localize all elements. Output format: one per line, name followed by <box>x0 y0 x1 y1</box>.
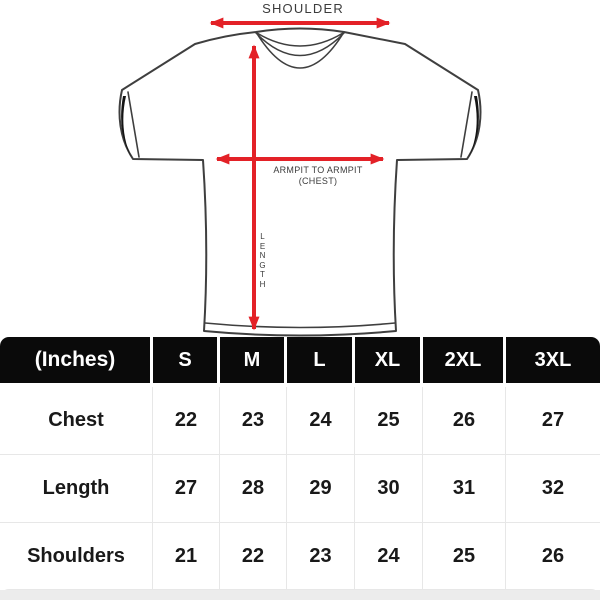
chest-value-s: 22 <box>153 387 220 455</box>
table-header-size-2xl: 2XL <box>423 337 506 387</box>
length-value-m: 28 <box>220 455 287 523</box>
tshirt-diagram-svg <box>118 17 482 337</box>
hem-line <box>204 322 396 329</box>
table-header-size-l: L <box>287 337 355 387</box>
size-table: (Inches) S M L XL 2XL 3XL Chest 22 23 24… <box>0 337 600 590</box>
armpit-to-armpit-label: ARMPIT TO ARMPIT <box>273 165 363 175</box>
length-value-s: 27 <box>153 455 220 523</box>
chest-sub-label: (CHEST) <box>298 176 338 186</box>
tshirt-measurement-diagram: SHOULDER ARMPIT TO ARMPIT (CHEST) LENGTH <box>118 1 482 337</box>
table-header-size-xl: XL <box>355 337 423 387</box>
row-label-chest: Chest <box>0 387 153 455</box>
shoulder-measure-label: SHOULDER <box>262 1 344 16</box>
table-header-unit: (Inches) <box>0 337 153 387</box>
length-value-l: 29 <box>287 455 355 523</box>
shoulders-value-m: 22 <box>220 523 287 590</box>
collar-arcs <box>255 31 345 69</box>
bottom-margin-strip <box>0 590 600 600</box>
length-value-3xl: 32 <box>506 455 600 523</box>
shoulders-value-s: 21 <box>153 523 220 590</box>
shoulders-value-l: 23 <box>287 523 355 590</box>
shoulders-value-2xl: 25 <box>423 523 506 590</box>
chest-value-2xl: 26 <box>423 387 506 455</box>
chest-value-xl: 25 <box>355 387 423 455</box>
right-sleeve-shadow <box>468 96 479 158</box>
chest-value-3xl: 27 <box>506 387 600 455</box>
length-value-2xl: 31 <box>423 455 506 523</box>
table-header-size-3xl: 3XL <box>506 337 600 387</box>
row-label-length: Length <box>0 455 153 523</box>
cuff-lines <box>127 91 473 158</box>
table-header-size-m: M <box>220 337 287 387</box>
chest-value-m: 23 <box>220 387 287 455</box>
row-label-shoulders: Shoulders <box>0 523 153 590</box>
chest-value-l: 24 <box>287 387 355 455</box>
length-value-xl: 30 <box>355 455 423 523</box>
length-measure-label: LENGTH <box>259 232 266 289</box>
left-sleeve-shadow <box>121 96 132 158</box>
tshirt-outline <box>118 27 482 337</box>
shoulders-value-3xl: 26 <box>506 523 600 590</box>
table-header-size-s: S <box>153 337 220 387</box>
shoulders-value-xl: 24 <box>355 523 423 590</box>
